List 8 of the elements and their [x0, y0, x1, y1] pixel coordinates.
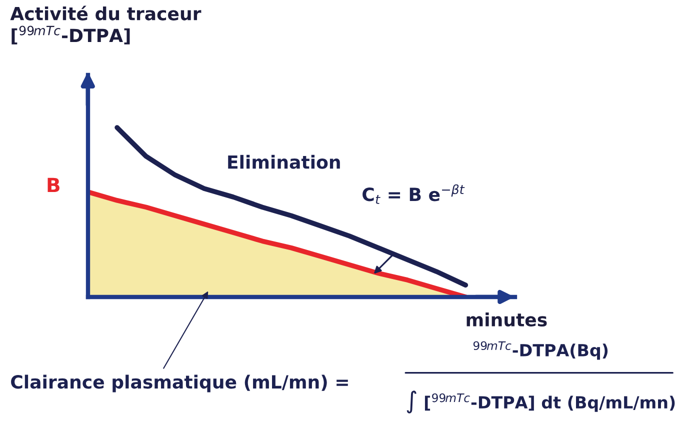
text: ∫ [$^{99mTc}$-DTPA] dt (Bq/mL/mn) — [406, 390, 675, 414]
text: $^{99mTc}$-DTPA(Bq) — [473, 341, 608, 360]
text: Clairance plasmatique (mL/mn) = — [11, 374, 348, 392]
text: B — [48, 178, 60, 192]
annotation: Elimination — [228, 154, 340, 169]
annotation: C$_{t}$ = B e$^{−βt}$ — [362, 184, 465, 204]
y-axis-title: Activité du traceur [$^{99mTc}$-DTPA] — [10, 6, 202, 44]
x-axis-title: minutes — [466, 312, 547, 327]
